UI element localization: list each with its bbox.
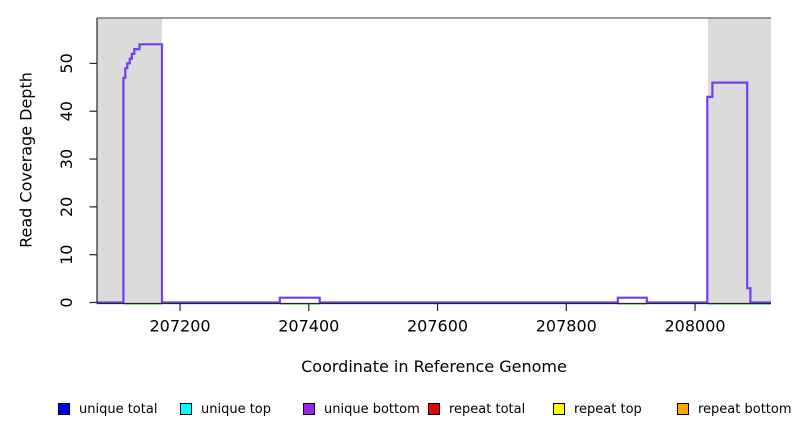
y-tick-label: 30: [57, 149, 76, 169]
x-tick-label: 207200: [150, 317, 211, 336]
x-tick-label: 207800: [536, 317, 597, 336]
legend-label: repeat top: [574, 401, 642, 417]
legend-item: repeat top: [553, 399, 642, 419]
legend-item: unique total: [58, 399, 157, 419]
legend-swatch-icon: [58, 403, 70, 415]
highlight-region: [707, 18, 771, 304]
legend-swatch-icon: [553, 403, 565, 415]
legend-label: repeat bottom: [698, 401, 792, 417]
legend-item: repeat total: [428, 399, 525, 419]
y-tick-label: 0: [57, 297, 76, 307]
legend-label: unique top: [201, 401, 272, 417]
legend-item: unique top: [180, 399, 271, 419]
legend-swatch-icon: [428, 403, 440, 415]
legend-label: repeat total: [449, 401, 526, 417]
legend-label: unique total: [79, 401, 158, 417]
y-axis-label: Read Coverage Depth: [16, 72, 36, 248]
legend-swatch-icon: [180, 403, 192, 415]
legend-swatch-icon: [677, 403, 689, 415]
legend-item: repeat bottom: [677, 399, 792, 419]
x-tick-label: 208000: [664, 317, 725, 336]
coverage-line: [97, 43, 771, 304]
legend-item: unique bottom: [303, 399, 420, 419]
y-tick-label: 20: [57, 197, 76, 217]
legend-label: unique bottom: [324, 401, 420, 417]
x-tick-label: 207400: [278, 317, 339, 336]
x-tick-label: 207600: [407, 317, 468, 336]
highlight-region: [97, 18, 163, 304]
y-tick-label: 50: [57, 53, 76, 73]
y-tick-label: 40: [57, 101, 76, 121]
chart-legend: unique total unique top unique bottom repea…: [0, 399, 792, 421]
x-axis-label: Coordinate in Reference Genome: [301, 357, 567, 376]
legend-swatch-icon: [303, 403, 315, 415]
y-tick-label: 10: [57, 245, 76, 265]
